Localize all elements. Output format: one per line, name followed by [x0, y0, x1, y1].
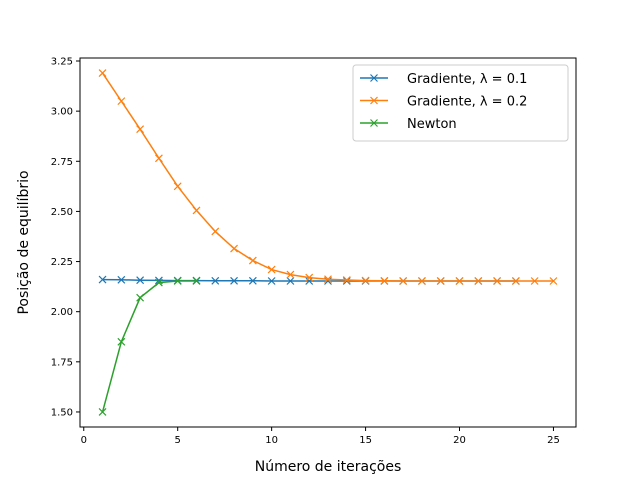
data-point: [361, 276, 370, 285]
data-point: [455, 277, 464, 285]
data-point: [136, 293, 145, 302]
axes-frame: [79, 57, 577, 428]
data-point: [154, 154, 163, 163]
data-point: [248, 276, 257, 285]
y-tick-label: 3.00: [51, 107, 73, 118]
data-point: [98, 69, 107, 77]
data-point: [230, 244, 238, 253]
y-tick-label: 2.00: [51, 307, 73, 318]
data-point: [511, 277, 520, 285]
data-point: [380, 276, 389, 285]
legend-marker: [370, 74, 378, 82]
data-point: [98, 408, 107, 416]
data-point: [474, 277, 483, 285]
y-axis-label: Posição de equilíbrio: [16, 170, 32, 314]
data-point: [530, 277, 539, 285]
series-marks: [98, 69, 558, 416]
y-tick-label: 1.50: [51, 407, 73, 418]
x-tick-label: 5: [175, 435, 181, 446]
x-tick-label: 20: [453, 435, 466, 446]
data-point: [248, 256, 257, 265]
legend-marker: [370, 119, 378, 127]
data-point: [493, 277, 502, 285]
data-point: [342, 276, 351, 284]
data-point: [286, 270, 295, 279]
data-point: [267, 277, 276, 285]
data-point: [117, 97, 126, 106]
data-point: [305, 273, 314, 282]
data-point: [117, 275, 126, 284]
data-point: [136, 276, 145, 285]
data-point: [286, 277, 295, 285]
data-point: [117, 337, 126, 346]
legend-item: Gradiente, λ = 0.1: [360, 72, 527, 87]
data-point: [211, 276, 220, 285]
x-tick-label: 10: [265, 435, 278, 446]
x-tick-label: 15: [359, 435, 372, 446]
data-point: [342, 277, 351, 285]
y-tick-label: 3.25: [51, 57, 73, 68]
data-point: [324, 275, 332, 284]
y-tick-label: 2.75: [51, 157, 73, 168]
data-point: [305, 277, 314, 285]
data-point: [154, 278, 163, 287]
y-tick-label: 2.25: [51, 257, 73, 268]
data-point: [192, 206, 201, 215]
data-point: [230, 276, 238, 285]
data-point: [399, 277, 408, 285]
legend-label: Gradiente, λ = 0.2: [407, 95, 527, 110]
x-axis-ticks: 0 5 10 15 20 25: [81, 427, 560, 446]
legend-box: [352, 64, 569, 142]
data-point: [549, 277, 558, 285]
data-point: [173, 182, 182, 191]
axes-border: [79, 57, 577, 428]
data-point: [173, 277, 182, 285]
legend-label: Newton: [407, 117, 457, 132]
y-tick-label: 1.75: [51, 357, 73, 368]
legend: Gradiente, λ = 0.1 Gradiente, λ = 0.2 Newt…: [352, 64, 569, 142]
data-point: [136, 125, 145, 134]
data-point: [418, 277, 426, 285]
x-tick-label: 0: [81, 435, 87, 446]
y-axis-ticks: 1.50 1.75 2.00 2.25 2.50 2.75 3.00 3.25: [51, 57, 80, 418]
x-axis-label: Número de iterações: [255, 459, 402, 475]
data-point: [192, 277, 201, 285]
legend-marker: [370, 96, 378, 105]
y-tick-label: 2.50: [51, 207, 73, 218]
data-point: [211, 227, 220, 236]
series-line-3: [101, 280, 197, 413]
legend-label: Gradiente, λ = 0.1: [407, 72, 527, 87]
legend-item: Gradiente, λ = 0.2: [360, 95, 527, 110]
data-point: [436, 277, 445, 285]
data-point: [267, 265, 276, 274]
x-tick-label: 25: [547, 435, 560, 446]
series-2: [98, 69, 558, 285]
data-point: [98, 275, 107, 284]
series-3: [98, 277, 201, 416]
legend-item: Newton: [360, 117, 457, 132]
